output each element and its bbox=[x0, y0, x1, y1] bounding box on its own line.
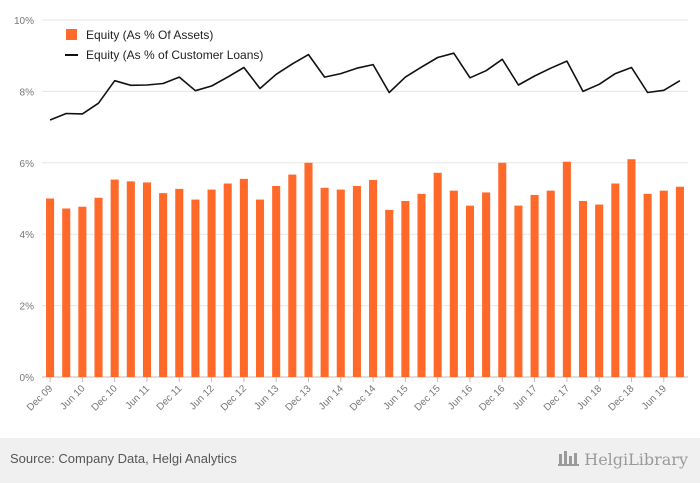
y-tick-label: 4% bbox=[20, 230, 35, 241]
bar bbox=[126, 181, 135, 377]
bar bbox=[207, 189, 216, 377]
bar bbox=[46, 198, 55, 377]
bar bbox=[191, 199, 200, 377]
bar bbox=[514, 205, 523, 377]
bar bbox=[255, 199, 265, 377]
line-series-customer-loans bbox=[49, 52, 681, 121]
y-tick-label: 2% bbox=[20, 302, 35, 313]
bar bbox=[643, 193, 652, 377]
bar bbox=[288, 174, 297, 377]
bar bbox=[611, 183, 620, 377]
y-tick-label: 0% bbox=[20, 373, 35, 384]
legend-label-assets: Equity (As % Of Assets) bbox=[86, 28, 213, 42]
x-tick-label: Jun 15 bbox=[381, 383, 410, 412]
bar bbox=[385, 209, 394, 377]
x-tick-label: Dec 13 bbox=[283, 383, 313, 413]
bar bbox=[595, 204, 604, 377]
x-tick-label: Dec 17 bbox=[542, 383, 572, 413]
bar bbox=[94, 197, 103, 377]
bar bbox=[110, 179, 119, 377]
x-tick-label: Dec 10 bbox=[90, 383, 120, 413]
bar bbox=[272, 186, 281, 377]
bar bbox=[401, 200, 410, 377]
brand-text: HelgiLibrary bbox=[584, 449, 688, 469]
legend-label-customer-loans: Equity (As % of Customer Loans) bbox=[86, 48, 263, 62]
x-tick-label: Dec 12 bbox=[219, 383, 249, 413]
bar bbox=[417, 193, 426, 377]
library-icon bbox=[558, 448, 580, 470]
bar bbox=[530, 194, 539, 377]
bar bbox=[352, 186, 361, 377]
legend-swatch-assets bbox=[66, 29, 77, 40]
x-tick-label: Jun 16 bbox=[446, 383, 475, 412]
bar bbox=[239, 178, 248, 377]
x-tick-label: Dec 15 bbox=[413, 383, 443, 413]
bar bbox=[562, 161, 571, 377]
y-tick-label: 8% bbox=[20, 87, 35, 98]
x-tick-label: Dec 09 bbox=[25, 383, 55, 413]
source-note: Source: Company Data, Helgi Analytics bbox=[10, 451, 237, 466]
line-series bbox=[49, 52, 681, 121]
bar bbox=[675, 186, 684, 377]
bar bbox=[320, 187, 329, 377]
x-tick-label: Jun 19 bbox=[640, 383, 669, 412]
bar bbox=[304, 162, 313, 377]
footer: Source: Company Data, Helgi Analytics He… bbox=[0, 438, 700, 483]
x-tick-label: Jun 17 bbox=[511, 383, 540, 412]
x-tick-label: Dec 18 bbox=[606, 383, 636, 413]
bar bbox=[578, 200, 588, 377]
brand-logo: HelgiLibrary bbox=[558, 448, 688, 470]
bar bbox=[465, 205, 475, 377]
x-tick-label: Jun 18 bbox=[575, 383, 604, 412]
bar bbox=[627, 159, 636, 377]
bar bbox=[62, 208, 71, 377]
x-tick-label: Dec 11 bbox=[155, 383, 185, 413]
bar bbox=[449, 190, 458, 377]
x-tick-label: Dec 14 bbox=[348, 383, 378, 413]
x-tick-label: Jun 10 bbox=[58, 383, 87, 412]
x-tick-label: Jun 12 bbox=[188, 383, 217, 412]
y-tick-label: 10% bbox=[14, 16, 34, 27]
legend: Equity (As % Of Assets) Equity (As % of C… bbox=[65, 28, 263, 62]
x-tick-label: Jun 13 bbox=[252, 383, 281, 412]
grid-lines bbox=[42, 19, 688, 378]
x-tick-label: Jun 14 bbox=[317, 383, 346, 412]
bar bbox=[482, 192, 491, 377]
bar bbox=[336, 189, 345, 377]
bar-series bbox=[46, 159, 684, 377]
bar bbox=[78, 206, 87, 377]
bar bbox=[433, 172, 442, 377]
bar bbox=[142, 182, 152, 377]
bar bbox=[159, 193, 168, 377]
bar bbox=[369, 179, 378, 377]
chart: 0%2%4%6%8%10%Dec 09 Jun 10 Dec 10 Jun 11 Dec… bbox=[14, 16, 688, 414]
bar bbox=[659, 190, 668, 377]
x-tick-label: Dec 16 bbox=[477, 383, 507, 413]
bar bbox=[175, 188, 184, 377]
bar bbox=[498, 162, 507, 377]
y-tick-label: 6% bbox=[20, 159, 35, 170]
bar bbox=[546, 190, 555, 377]
x-tick-label: Jun 11 bbox=[124, 383, 153, 412]
bar bbox=[223, 183, 232, 377]
